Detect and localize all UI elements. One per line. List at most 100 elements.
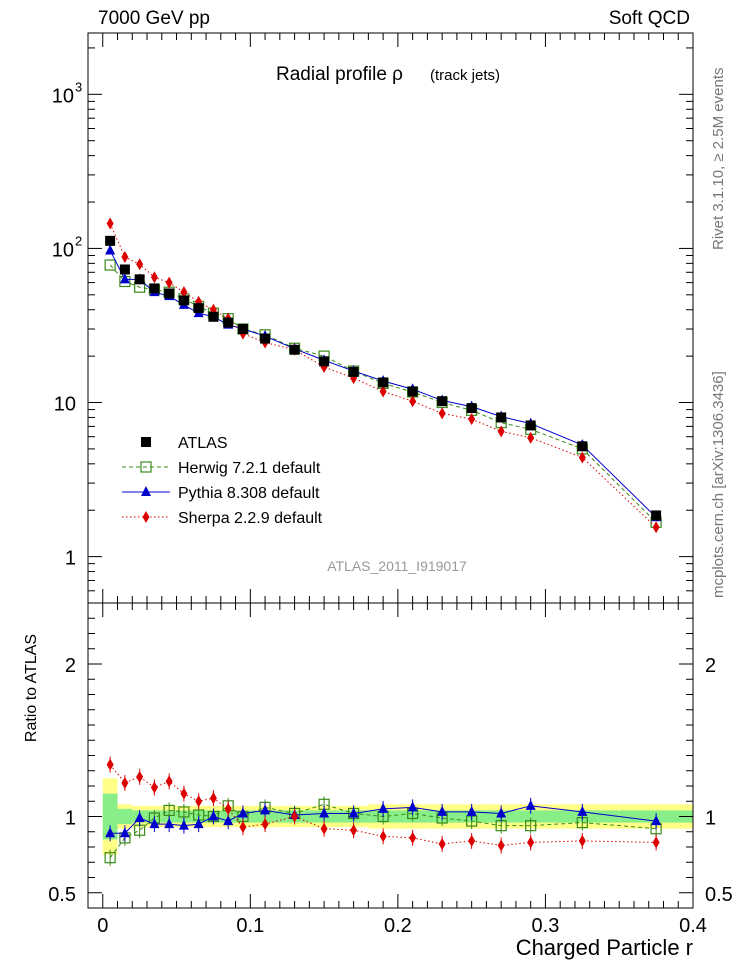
sherpa-point [150, 271, 158, 284]
sherpa-ratio-point [209, 792, 217, 805]
y-tick-label: 2 [75, 233, 82, 248]
atlas-point [134, 274, 145, 285]
sherpa-point [180, 286, 188, 299]
sherpa-ratio-point [320, 822, 328, 835]
atlas-point [260, 333, 271, 344]
sherpa-ratio-point [497, 839, 505, 852]
pythia-ratio-point [237, 807, 248, 818]
x-tick-label: 0.3 [532, 915, 560, 937]
atlas-point [378, 377, 389, 388]
pythia-ratio-point [466, 805, 477, 816]
herwig-line [109, 264, 657, 523]
herwig-ratio-point [525, 820, 537, 832]
y-tick-label: 10 [52, 85, 74, 107]
pythia-ratio-point [193, 818, 204, 829]
x-tick-label: 0.1 [236, 915, 264, 937]
y-tick-label: 10 [54, 394, 76, 416]
atlas-point [223, 317, 234, 328]
header-category: Soft QCD [608, 8, 690, 29]
ratio-plot-frame [87, 602, 694, 909]
herwig-ratio-line [109, 803, 657, 858]
legend-atlas-label: ATLAS [178, 435, 228, 452]
legend-sherpa-label: Sherpa 2.2.9 default [178, 510, 323, 527]
sherpa-ratio-point [121, 776, 129, 789]
pythia-ratio-point [437, 805, 448, 816]
sherpa-point [652, 521, 660, 534]
sherpa-ratio-point [224, 802, 232, 815]
y-axis-title: Ratio to ATLAS [23, 634, 40, 742]
legend-herwig-marker [140, 461, 152, 473]
legend-pythia-label: Pythia 8.308 default [178, 485, 320, 502]
x-axis-title: Charged Particle r [516, 935, 693, 960]
atlas-point [237, 323, 248, 334]
sherpa-ratio-point [165, 775, 173, 788]
pythia-ratio-point [119, 827, 130, 838]
sherpa-point [106, 217, 114, 230]
sherpa-point [121, 250, 129, 263]
atlas-point [348, 366, 359, 377]
sherpa-ratio-point [652, 836, 660, 849]
analysis-watermark: ATLAS_2011_I919017 [327, 558, 467, 574]
atlas-point [496, 412, 507, 423]
atlas-point [105, 235, 116, 246]
sherpa-ratio-point [527, 836, 535, 849]
legend-herwig-label: Herwig 7.2.1 default [178, 460, 321, 477]
sherpa-line [109, 223, 657, 528]
atlas-point [319, 356, 330, 367]
y-tick-label: 10 [52, 239, 74, 261]
pythia-ratio-point [149, 818, 160, 829]
atlas-point [289, 344, 300, 355]
pythia-ratio-point [223, 815, 234, 826]
atlas-point [119, 264, 130, 275]
ratio-stat-band [102, 793, 118, 840]
ratio-y-tick-label: 0.5 [705, 884, 733, 906]
sherpa-point [379, 385, 387, 398]
y-tick-label: 3 [75, 79, 82, 94]
ratio-y-tick-label: 1 [65, 808, 76, 830]
sherpa-point [165, 276, 173, 289]
x-tick-label: 0.4 [679, 915, 707, 937]
sherpa-point [497, 425, 505, 438]
pythia-point [105, 244, 116, 255]
pythia-ratio-point [105, 827, 116, 838]
x-tick-label: 0 [97, 915, 108, 937]
pythia-ratio-point [651, 815, 662, 826]
sherpa-ratio-point [438, 837, 446, 850]
ratio-y-tick-label: 1 [705, 808, 716, 830]
sherpa-ratio-point [150, 781, 158, 794]
sherpa-ratio-point [578, 834, 586, 847]
atlas-point [651, 510, 662, 521]
atlas-point [577, 441, 588, 452]
sherpa-ratio-point [379, 830, 387, 843]
pythia-ratio-point [134, 812, 145, 823]
sherpa-ratio-point [291, 810, 299, 823]
legend-sherpa-marker [142, 511, 150, 523]
atlas-point [164, 288, 175, 299]
sherpa-ratio-point [136, 770, 144, 783]
herwig-point [104, 259, 116, 271]
sherpa-point [578, 451, 586, 464]
mcplots-label: mcplots.cern.ch [arXiv:1306.3436] [710, 371, 727, 598]
x-tick-label: 0.2 [384, 915, 412, 937]
sherpa-point [438, 407, 446, 420]
sherpa-point [136, 258, 144, 271]
sherpa-point [527, 431, 535, 444]
sherpa-ratio-point [350, 824, 358, 837]
atlas-point [193, 303, 204, 314]
header-energy: 7000 GeV pp [98, 8, 210, 29]
sherpa-ratio-point [261, 818, 269, 831]
ratio-stat-band [515, 810, 546, 823]
sherpa-ratio-point [239, 821, 247, 834]
pythia-ratio-line [110, 805, 657, 834]
herwig-ratio-point [178, 806, 190, 818]
atlas-point [466, 403, 477, 414]
atlas-point [178, 295, 189, 306]
pythia-ratio-point [407, 801, 418, 812]
atlas-point [208, 311, 219, 322]
ratio-y-tick-label: 2 [65, 655, 76, 677]
pythia-ratio-point [208, 810, 219, 821]
atlas-point [437, 396, 448, 407]
sherpa-ratio-point [409, 831, 417, 844]
sherpa-point [468, 413, 476, 426]
